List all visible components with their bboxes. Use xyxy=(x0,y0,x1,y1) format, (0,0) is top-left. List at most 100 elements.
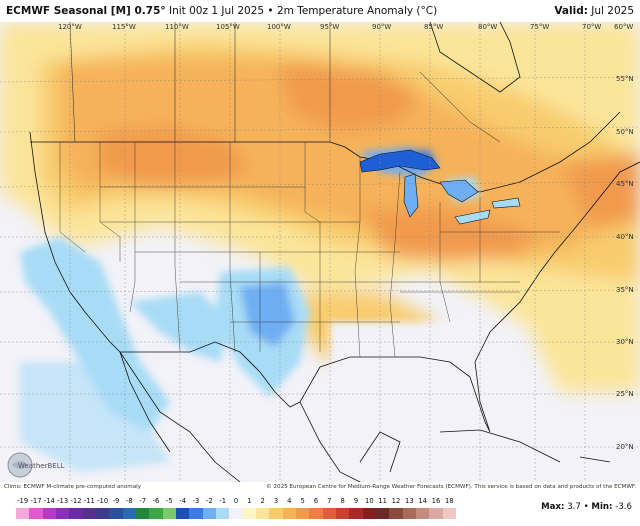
lon-label-115w: 115°W xyxy=(112,23,136,31)
colorbar-swatch xyxy=(149,508,163,519)
colorbar-swatch xyxy=(95,508,110,519)
colorbar-swatch xyxy=(16,508,30,519)
colorbar-swatch xyxy=(162,508,176,519)
copyright: © 2025 European Centre for Medium-Range … xyxy=(266,484,636,490)
colorbar-swatch xyxy=(375,508,390,519)
colorbar-labels: -19 -17 -14 -13 -12 -11 -10 -9 -8 -7 -6 -5 -4 -3 -2 -1 0… xyxy=(16,497,456,507)
colorbar-label: -7 xyxy=(139,497,147,505)
colorbar-label: 9 xyxy=(353,497,359,505)
colorbar-label: 5 xyxy=(300,497,305,505)
lake-michigan xyxy=(403,173,419,218)
west-coast xyxy=(29,131,121,353)
colorbar-swatch xyxy=(362,508,376,519)
colorbar-swatch xyxy=(69,508,83,519)
map-header: ECMWF Seasonal [M] 0.75° Init 00z 1 Jul … xyxy=(0,0,640,22)
colorbar-swatch xyxy=(282,508,296,519)
lon-label-85w: 85°W xyxy=(424,23,444,31)
header-right: Valid: Jul 2025 xyxy=(554,5,634,17)
colorbar-label: -3 xyxy=(192,497,200,505)
colorbar-label: -5 xyxy=(165,497,173,505)
colorbar-label: -6 xyxy=(152,497,160,505)
stats-separator: • xyxy=(583,502,589,512)
colorbar-label: 0 xyxy=(233,497,239,505)
colorbar-swatch xyxy=(255,508,270,519)
min-value: -3.6 xyxy=(615,502,632,512)
colorbar-label: -10 xyxy=(97,497,109,505)
colorbar-label: 16 xyxy=(431,497,441,505)
us-canada-border xyxy=(30,111,621,193)
colorbar-swatch xyxy=(442,508,456,519)
colorbar-label: 13 xyxy=(405,497,414,505)
colorbar-label: -11 xyxy=(83,497,95,505)
max-label: Max: xyxy=(541,502,565,512)
valid-date: Jul 2025 xyxy=(591,5,634,17)
lake-ontario xyxy=(491,197,521,209)
colorbar-swatch xyxy=(429,508,443,519)
lat-label-30n: 30°N xyxy=(616,338,634,346)
colorbar-swatch xyxy=(215,508,230,519)
colorbar-swatch xyxy=(309,508,323,519)
lon-label-70w: 70°W xyxy=(582,23,602,31)
model-title: ECMWF Seasonal [M] 0.75° xyxy=(6,5,166,17)
colorbar-swatch xyxy=(135,508,150,519)
max-min-stats: Max: 3.7 • Min: -3.6 xyxy=(541,502,632,512)
colorbar-label: 7 xyxy=(327,497,332,505)
valid-label: Valid: xyxy=(554,5,588,17)
lon-label-75w: 75°W xyxy=(530,23,550,31)
colorbar-label: -12 xyxy=(70,497,82,505)
credit-line: Climo: ECMWF M-climate pre-computed anom… xyxy=(4,484,636,490)
colorbar-label: -17 xyxy=(30,497,42,505)
colorbar-swatch xyxy=(175,508,190,519)
colorbar-label: -19 xyxy=(17,497,29,505)
colorbar-swatch xyxy=(389,508,403,519)
colorbar-swatch xyxy=(349,508,363,519)
colorbar-label: -14 xyxy=(43,497,55,505)
colorbar-label: 11 xyxy=(378,497,387,505)
colorbar-swatch xyxy=(335,508,350,519)
colorbar-label: 18 xyxy=(445,497,454,505)
lon-label-60w: 60°W xyxy=(614,23,634,31)
colorbar: -19 -17 -14 -13 -12 -11 -10 -9 -8 -7 -6 -5 -4 -3 -2 -1 0… xyxy=(16,497,456,523)
lake-erie xyxy=(454,209,491,225)
max-value: 3.7 xyxy=(567,502,581,512)
hispaniola xyxy=(579,456,611,463)
colorbar-swatch xyxy=(402,508,416,519)
lon-label-100w: 100°W xyxy=(267,23,291,31)
lon-label-90w: 90°W xyxy=(372,23,392,31)
lat-label-25n: 25°N xyxy=(616,390,634,398)
colorbar-label: 14 xyxy=(418,497,427,505)
colorbar-swatch xyxy=(415,508,430,519)
lon-label-80w: 80°W xyxy=(478,23,498,31)
lake-huron xyxy=(439,179,479,203)
colorbar-label: 12 xyxy=(391,497,401,505)
colorbar-swatch xyxy=(29,508,43,519)
colorbar-label: -4 xyxy=(179,497,187,505)
mexico-pacific-coast xyxy=(119,351,241,482)
lat-label-45n: 45°N xyxy=(616,180,634,188)
lon-label-95w: 95°W xyxy=(320,23,340,31)
mexico-gulf-coast xyxy=(299,401,361,482)
lon-label-110w: 110°W xyxy=(165,23,189,31)
colorbar-label: 6 xyxy=(313,497,319,505)
cuba xyxy=(439,429,561,463)
us-mexico-border xyxy=(120,341,301,408)
colorbar-label: -1 xyxy=(219,497,227,505)
colorbar-label: -2 xyxy=(205,497,213,505)
lon-label-105w: 105°W xyxy=(216,23,240,31)
lat-label-20n: 20°N xyxy=(616,443,634,451)
lat-label-35n: 35°N xyxy=(616,286,634,294)
anomaly-map xyxy=(0,22,640,482)
colorbar-label: 3 xyxy=(273,497,279,505)
colorbar-swatch xyxy=(42,508,56,519)
colorbar-swatch xyxy=(322,508,336,519)
weatherbell-logo: WeatherBELL xyxy=(7,452,65,478)
colorbar-swatch xyxy=(242,508,256,519)
colorbar-label: -13 xyxy=(57,497,69,505)
header-left: ECMWF Seasonal [M] 0.75° Init 00z 1 Jul … xyxy=(6,5,437,17)
lat-label-50n: 50°N xyxy=(616,128,634,136)
colorbar-swatch xyxy=(295,508,310,519)
colorbar-label: 4 xyxy=(287,497,292,505)
colorbar-swatch xyxy=(229,508,243,519)
colorbar-label: 1 xyxy=(247,497,252,505)
colorbar-swatch xyxy=(269,508,283,519)
